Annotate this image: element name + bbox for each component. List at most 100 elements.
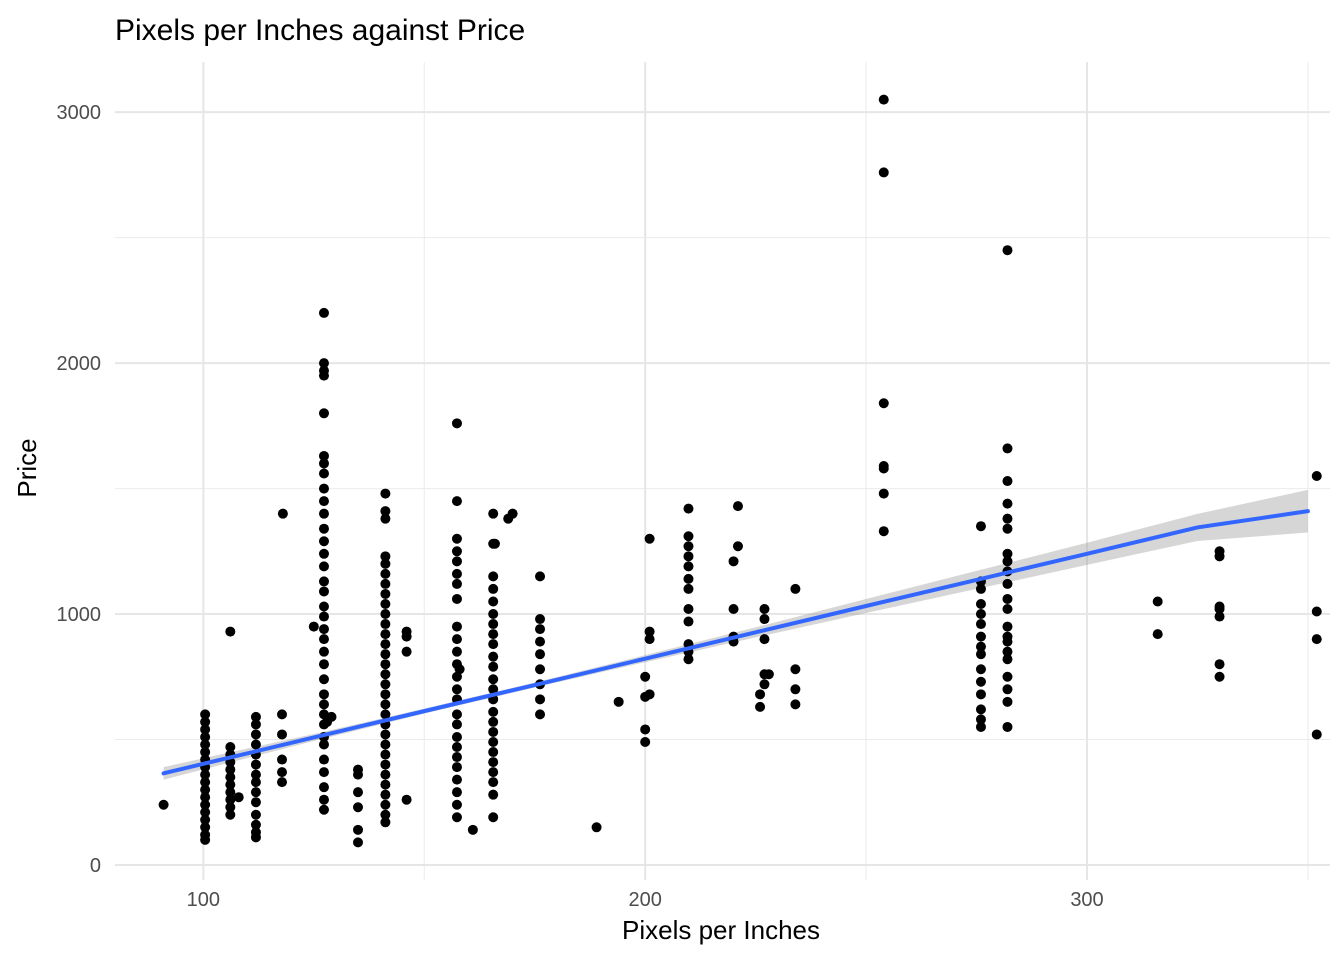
data-point bbox=[318, 468, 329, 479]
data-point bbox=[488, 674, 499, 685]
data-point bbox=[380, 588, 391, 599]
data-point bbox=[759, 634, 770, 645]
data-point bbox=[1152, 596, 1163, 607]
data-point bbox=[683, 583, 694, 594]
data-point bbox=[1002, 671, 1013, 682]
data-point bbox=[451, 812, 462, 823]
data-point bbox=[535, 709, 546, 720]
data-point bbox=[451, 533, 462, 544]
data-point bbox=[380, 789, 391, 800]
data-point bbox=[200, 747, 211, 758]
data-point bbox=[277, 767, 288, 778]
data-point bbox=[318, 450, 329, 461]
data-point bbox=[640, 736, 651, 747]
data-point bbox=[1002, 646, 1013, 657]
data-point bbox=[1311, 606, 1322, 617]
data-point bbox=[1002, 684, 1013, 695]
data-point bbox=[488, 583, 499, 594]
data-point bbox=[683, 503, 694, 514]
data-point bbox=[277, 777, 288, 788]
data-point bbox=[683, 573, 694, 584]
data-point bbox=[1002, 548, 1013, 559]
data-point bbox=[380, 609, 391, 620]
data-point bbox=[488, 789, 499, 800]
data-point bbox=[878, 460, 889, 471]
data-point bbox=[158, 799, 169, 810]
data-point bbox=[1214, 546, 1225, 557]
data-point bbox=[488, 508, 499, 519]
data-point bbox=[250, 719, 261, 730]
data-point bbox=[1214, 671, 1225, 682]
data-point bbox=[318, 634, 329, 645]
data-point bbox=[488, 609, 499, 620]
data-point bbox=[1214, 659, 1225, 670]
data-point bbox=[250, 739, 261, 750]
data-point bbox=[277, 709, 288, 720]
data-point bbox=[1002, 593, 1013, 604]
data-point bbox=[613, 696, 624, 707]
data-point bbox=[225, 742, 236, 753]
data-point bbox=[380, 769, 391, 780]
trend-line bbox=[161, 509, 1310, 776]
data-point bbox=[451, 671, 462, 682]
data-point bbox=[451, 621, 462, 632]
data-point bbox=[488, 757, 499, 768]
data-point bbox=[683, 561, 694, 572]
data-point bbox=[488, 619, 499, 630]
data-point bbox=[225, 787, 236, 798]
data-point bbox=[380, 779, 391, 790]
data-point bbox=[380, 709, 391, 720]
data-point bbox=[1311, 471, 1322, 482]
data-point bbox=[451, 646, 462, 657]
data-point bbox=[401, 626, 412, 637]
data-point bbox=[318, 458, 329, 469]
data-point bbox=[380, 598, 391, 609]
data-point bbox=[683, 551, 694, 562]
data-point bbox=[732, 541, 743, 552]
data-point bbox=[318, 576, 329, 587]
data-point bbox=[728, 604, 739, 615]
data-point bbox=[233, 792, 244, 803]
y-tick-label: 1000 bbox=[57, 604, 102, 626]
data-point bbox=[380, 568, 391, 579]
data-point bbox=[318, 548, 329, 559]
data-point bbox=[488, 684, 499, 695]
data-point bbox=[1002, 696, 1013, 707]
data-point bbox=[488, 596, 499, 607]
data-point bbox=[878, 488, 889, 499]
data-point bbox=[250, 777, 261, 788]
data-point bbox=[318, 536, 329, 547]
data-point bbox=[683, 616, 694, 627]
data-point bbox=[200, 784, 211, 795]
data-point bbox=[488, 639, 499, 650]
data-point bbox=[683, 541, 694, 552]
data-point bbox=[451, 762, 462, 773]
data-point bbox=[225, 772, 236, 783]
data-point bbox=[380, 739, 391, 750]
data-point bbox=[975, 689, 986, 700]
data-point bbox=[451, 731, 462, 742]
data-point bbox=[683, 531, 694, 542]
data-point bbox=[318, 709, 329, 720]
data-point bbox=[1002, 556, 1013, 567]
data-point bbox=[250, 729, 261, 740]
data-point bbox=[318, 601, 329, 612]
x-axis-title: Pixels per Inches bbox=[622, 915, 820, 945]
data-point bbox=[878, 526, 889, 537]
data-point bbox=[451, 496, 462, 507]
data-point bbox=[1002, 631, 1013, 642]
data-point bbox=[1311, 729, 1322, 740]
data-point bbox=[488, 716, 499, 727]
data-point bbox=[763, 669, 774, 680]
data-point bbox=[401, 646, 412, 657]
data-point bbox=[535, 624, 546, 635]
data-point bbox=[353, 802, 363, 813]
data-point bbox=[380, 817, 391, 828]
data-point bbox=[380, 639, 391, 650]
data-point bbox=[200, 769, 211, 780]
data-point bbox=[200, 731, 211, 742]
data-point bbox=[683, 654, 694, 665]
data-point bbox=[451, 684, 462, 695]
data-point bbox=[277, 754, 288, 765]
